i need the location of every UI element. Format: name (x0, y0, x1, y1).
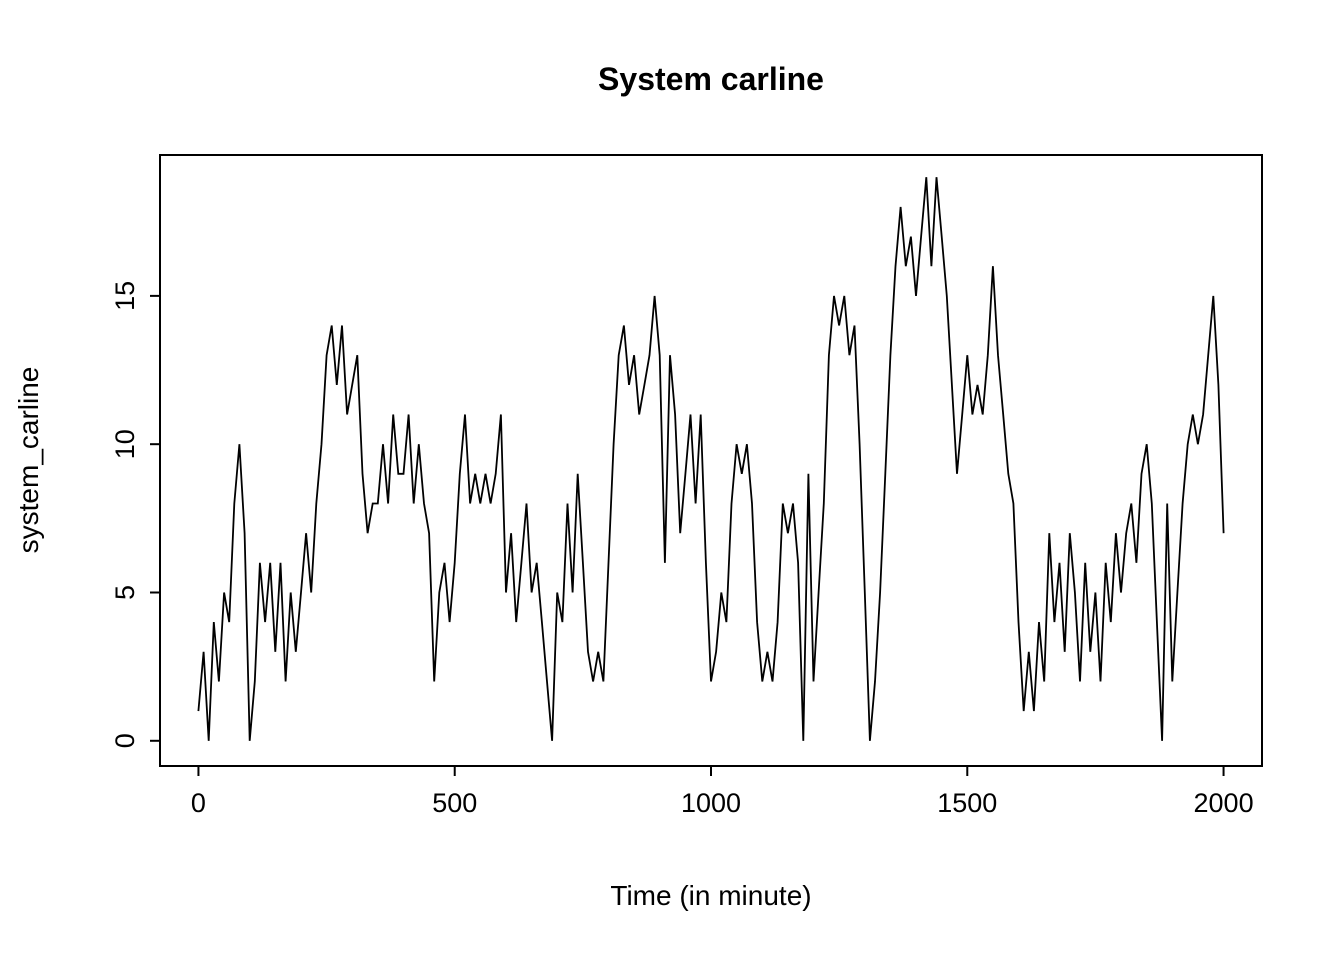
x-axis-label: Time (in minute) (610, 880, 811, 911)
series-line (197, 177, 1225, 741)
y-tick-label: 5 (110, 585, 140, 600)
y-tick-label: 0 (110, 733, 140, 748)
x-tick-label: 1500 (937, 788, 997, 818)
x-tick-label: 500 (432, 788, 477, 818)
x-tick-label: 0 (191, 788, 206, 818)
x-tick-label: 2000 (1194, 788, 1254, 818)
y-tick-label: 15 (110, 281, 140, 311)
y-tick-label: 10 (110, 429, 140, 459)
y-axis-label: system_carline (13, 367, 44, 554)
chart-title: System carline (598, 61, 824, 97)
x-tick-label: 1000 (681, 788, 741, 818)
